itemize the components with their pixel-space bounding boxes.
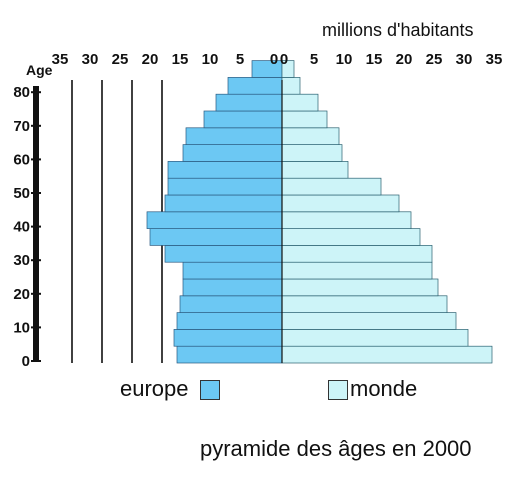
age-tick-20: 20 bbox=[13, 286, 30, 303]
x-tick-left-25: 25 bbox=[112, 51, 129, 68]
bar-europe-20-24 bbox=[182, 278, 283, 297]
bar-europe-65-69 bbox=[185, 127, 283, 145]
bar-europe-60-64 bbox=[182, 144, 283, 162]
bar-europe-70-74 bbox=[203, 110, 283, 129]
bar-europe-45-49 bbox=[164, 194, 283, 213]
bar-europe-5-9 bbox=[173, 329, 283, 347]
bar-monde-45-49 bbox=[281, 194, 400, 213]
x-tick-right-0: 0 bbox=[280, 51, 288, 68]
bar-europe-25-29 bbox=[182, 261, 283, 280]
bar-monde-5-9 bbox=[281, 329, 469, 347]
bar-europe-0-4 bbox=[176, 345, 283, 364]
bar-monde-60-64 bbox=[281, 144, 343, 162]
chart-caption: pyramide des âges en 2000 bbox=[200, 436, 472, 461]
x-tick-right-20: 20 bbox=[396, 51, 413, 68]
x-tick-right-35: 35 bbox=[486, 51, 503, 68]
bar-europe-75-79 bbox=[215, 93, 283, 112]
age-axis-label: Age bbox=[26, 62, 53, 78]
x-tick-left-0: 0 bbox=[270, 51, 278, 68]
bar-europe-35-39 bbox=[149, 228, 283, 246]
x-tick-left-30: 30 bbox=[82, 51, 99, 68]
x-tick-right-10: 10 bbox=[336, 51, 353, 68]
bar-europe-40-44 bbox=[146, 211, 283, 229]
legend-swatch-monde bbox=[328, 380, 348, 400]
bar-monde-50-54 bbox=[281, 177, 382, 196]
age-tick-50: 50 bbox=[13, 185, 30, 202]
age-tick-80: 80 bbox=[13, 84, 30, 101]
bar-monde-20-24 bbox=[281, 278, 439, 297]
bar-monde-40-44 bbox=[281, 211, 412, 229]
legend-swatch-europe bbox=[200, 380, 220, 400]
x-tick-left-35: 35 bbox=[52, 51, 69, 68]
age-axis-bar bbox=[33, 86, 39, 362]
x-tick-right-30: 30 bbox=[456, 51, 473, 68]
bar-europe-15-19 bbox=[179, 295, 283, 313]
x-tick-left-20: 20 bbox=[142, 51, 159, 68]
bar-monde-65-69 bbox=[281, 127, 340, 145]
x-tick-left-5: 5 bbox=[236, 51, 244, 68]
bar-monde-70-74 bbox=[281, 110, 328, 129]
age-tick-40: 40 bbox=[13, 219, 30, 236]
bar-europe-10-14 bbox=[176, 312, 283, 330]
x-tick-left-10: 10 bbox=[202, 51, 219, 68]
age-tick-60: 60 bbox=[13, 151, 30, 168]
bar-monde-10-14 bbox=[281, 312, 457, 330]
x-tick-right-25: 25 bbox=[426, 51, 443, 68]
age-tick-10: 10 bbox=[13, 319, 30, 336]
bar-europe-50-54 bbox=[167, 177, 283, 196]
bar-monde-15-19 bbox=[281, 295, 448, 313]
bar-monde-35-39 bbox=[281, 228, 421, 246]
bar-monde-85+ bbox=[281, 60, 295, 78]
age-tick-30: 30 bbox=[13, 252, 30, 269]
age-tick-0: 0 bbox=[22, 353, 30, 370]
bar-europe-80-84 bbox=[227, 77, 283, 95]
legend-label-monde: monde bbox=[350, 376, 418, 401]
age-tick-70: 70 bbox=[13, 118, 30, 135]
x-axis-unit-label: millions d'habitants bbox=[322, 20, 474, 40]
x-tick-left-15: 15 bbox=[172, 51, 189, 68]
bar-europe-55-59 bbox=[167, 161, 283, 179]
x-tick-right-15: 15 bbox=[366, 51, 383, 68]
bar-monde-75-79 bbox=[281, 93, 319, 112]
bar-monde-80-84 bbox=[281, 77, 301, 95]
bar-europe-30-34 bbox=[164, 245, 283, 263]
x-tick-right-5: 5 bbox=[310, 51, 318, 68]
legend-label-europe: europe bbox=[120, 376, 189, 401]
bar-monde-55-59 bbox=[281, 161, 349, 179]
bar-monde-25-29 bbox=[281, 261, 433, 280]
bar-monde-30-34 bbox=[281, 245, 433, 263]
bar-monde-0-4 bbox=[281, 345, 493, 364]
